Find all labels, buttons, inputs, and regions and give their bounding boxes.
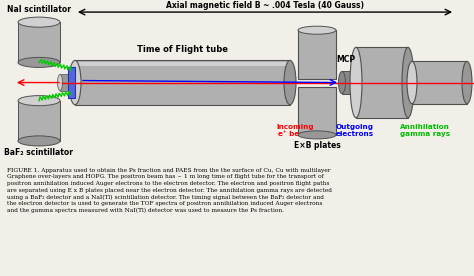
Text: Annihilation
gamma rays: Annihilation gamma rays <box>400 124 450 137</box>
Text: BaF₂ scintillator: BaF₂ scintillator <box>4 148 73 157</box>
Bar <box>60 75 68 91</box>
Text: Axial magnetic field B ~ .004 Tesla (40 Gauss): Axial magnetic field B ~ .004 Tesla (40 … <box>166 1 364 10</box>
Bar <box>412 61 467 104</box>
Bar <box>298 30 336 78</box>
Bar <box>18 101 60 141</box>
Text: Incoming
e⁺ beam: Incoming e⁺ beam <box>276 124 314 137</box>
Ellipse shape <box>18 95 60 106</box>
Text: FIGURE 1. Apparatus used to obtain the Ps fraction and PAES from the the surface: FIGURE 1. Apparatus used to obtain the P… <box>7 168 332 213</box>
Bar <box>342 71 354 94</box>
Ellipse shape <box>18 136 60 146</box>
Ellipse shape <box>402 47 414 118</box>
Bar <box>75 60 290 105</box>
Bar <box>75 62 290 67</box>
Bar <box>356 47 408 118</box>
Ellipse shape <box>57 75 63 91</box>
Bar <box>298 87 336 135</box>
Text: NaI scintillator: NaI scintillator <box>7 5 71 14</box>
Text: E×B plates: E×B plates <box>293 141 340 150</box>
Text: MCP: MCP <box>337 55 356 64</box>
Ellipse shape <box>298 131 336 139</box>
Ellipse shape <box>18 17 60 27</box>
Ellipse shape <box>284 60 296 105</box>
Ellipse shape <box>69 60 81 105</box>
Bar <box>68 67 75 98</box>
Ellipse shape <box>407 61 417 104</box>
Text: Outgoing
electrons: Outgoing electrons <box>336 124 374 137</box>
Bar <box>18 22 60 62</box>
Ellipse shape <box>338 71 346 94</box>
Ellipse shape <box>298 26 336 34</box>
Ellipse shape <box>462 61 472 104</box>
Text: Time of Flight tube: Time of Flight tube <box>137 45 228 54</box>
Ellipse shape <box>18 57 60 67</box>
Ellipse shape <box>350 47 362 118</box>
